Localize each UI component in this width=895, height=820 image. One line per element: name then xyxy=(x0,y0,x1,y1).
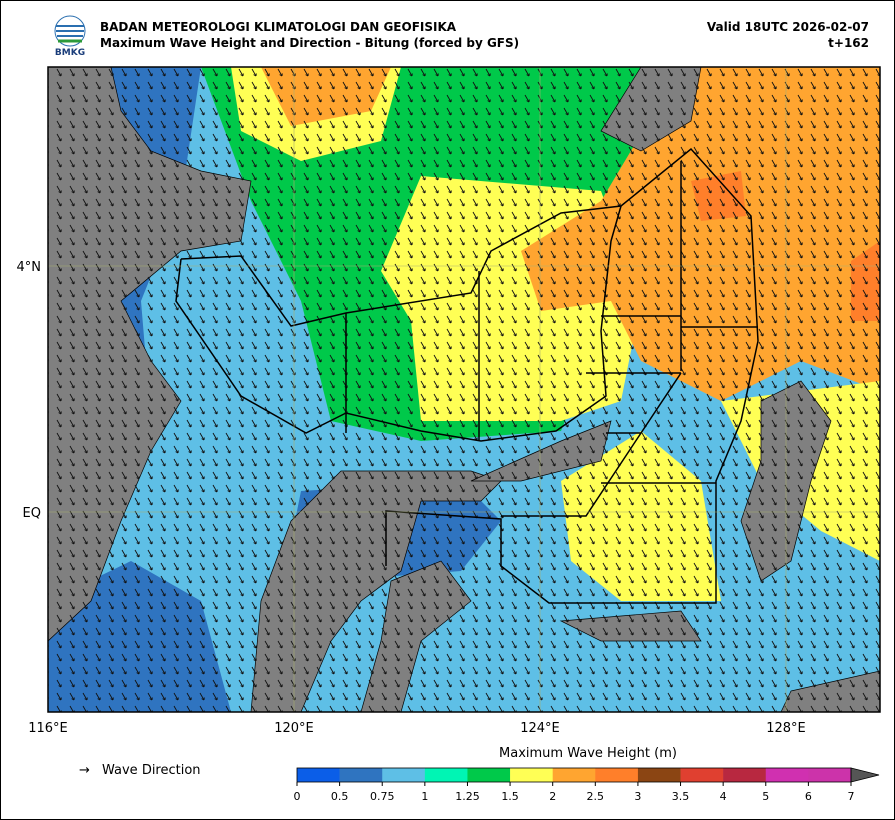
colorbar-tick-label: 7 xyxy=(848,790,855,803)
title: Maximum Wave Height and Direction - Bitu… xyxy=(100,36,519,50)
colorbar-tick-label: 2.5 xyxy=(587,790,605,803)
colorbar-segment xyxy=(382,768,426,782)
lat-label: EQ xyxy=(23,506,41,521)
axis-labels: 116°E 120°E 124°E 128°E 4°N EQ xyxy=(17,260,806,736)
colorbar-title: Maximum Wave Height (m) xyxy=(499,746,677,761)
valid-time: Valid 18UTC 2026-02-07 xyxy=(707,20,869,34)
map xyxy=(48,67,880,712)
colorbar-segment xyxy=(808,768,852,782)
colorbar-segment xyxy=(510,768,553,782)
colorbar-segment xyxy=(467,768,511,782)
legend-arrow: → xyxy=(79,763,90,778)
colorbar-tick-label: 2 xyxy=(549,790,556,803)
colorbar-segment xyxy=(765,768,809,782)
lead-time: t+162 xyxy=(828,36,869,50)
colorbar-segment xyxy=(637,768,681,782)
colorbar-extend xyxy=(850,767,880,783)
colorbar-tick-label: 3.5 xyxy=(672,790,690,803)
colorbar-tick-label: 6 xyxy=(805,790,812,803)
colorbar-tick-label: 0 xyxy=(294,790,301,803)
colorbar-tick-label: 0.5 xyxy=(331,790,349,803)
colorbar-segment xyxy=(339,768,383,782)
colorbar-tick-label: 1 xyxy=(421,790,428,803)
logo-text: BMKG xyxy=(55,48,85,58)
graticule xyxy=(48,67,880,712)
colorbar-segment xyxy=(680,768,724,782)
colorbar-tick-label: 1.5 xyxy=(501,790,519,803)
colorbar-tick-label: 0.75 xyxy=(370,790,395,803)
agency: BADAN METEOROLOGI KLIMATOLOGI DAN GEOFIS… xyxy=(100,20,457,34)
colorbar-segment xyxy=(552,768,596,782)
wave-arrows xyxy=(48,67,880,712)
colorbar-segment xyxy=(297,768,340,782)
colorbar-tick-label: 3 xyxy=(634,790,641,803)
colorbar: 0 0.5 0.75 1 1.25 1.5 2 2.5 3 3.5 4 5 6 7 xyxy=(294,767,880,803)
map-frame xyxy=(47,66,881,713)
colorbar-segment xyxy=(723,768,767,782)
colorbar-tick-label: 5 xyxy=(762,790,769,803)
logo: BMKG xyxy=(54,15,86,58)
colorbar-segment xyxy=(595,768,639,782)
colorbar-tick-label: 4 xyxy=(720,790,727,803)
lon-label: 124°E xyxy=(520,721,560,736)
colorbar-frame xyxy=(296,767,852,783)
colorbar-segment xyxy=(424,768,468,782)
legend-label: Wave Direction xyxy=(102,763,201,778)
colorbar-tick-label: 1.25 xyxy=(455,790,480,803)
lat-label: 4°N xyxy=(17,260,42,275)
lon-label: 116°E xyxy=(28,721,68,736)
lon-label: 120°E xyxy=(274,721,314,736)
lon-label: 128°E xyxy=(766,721,806,736)
